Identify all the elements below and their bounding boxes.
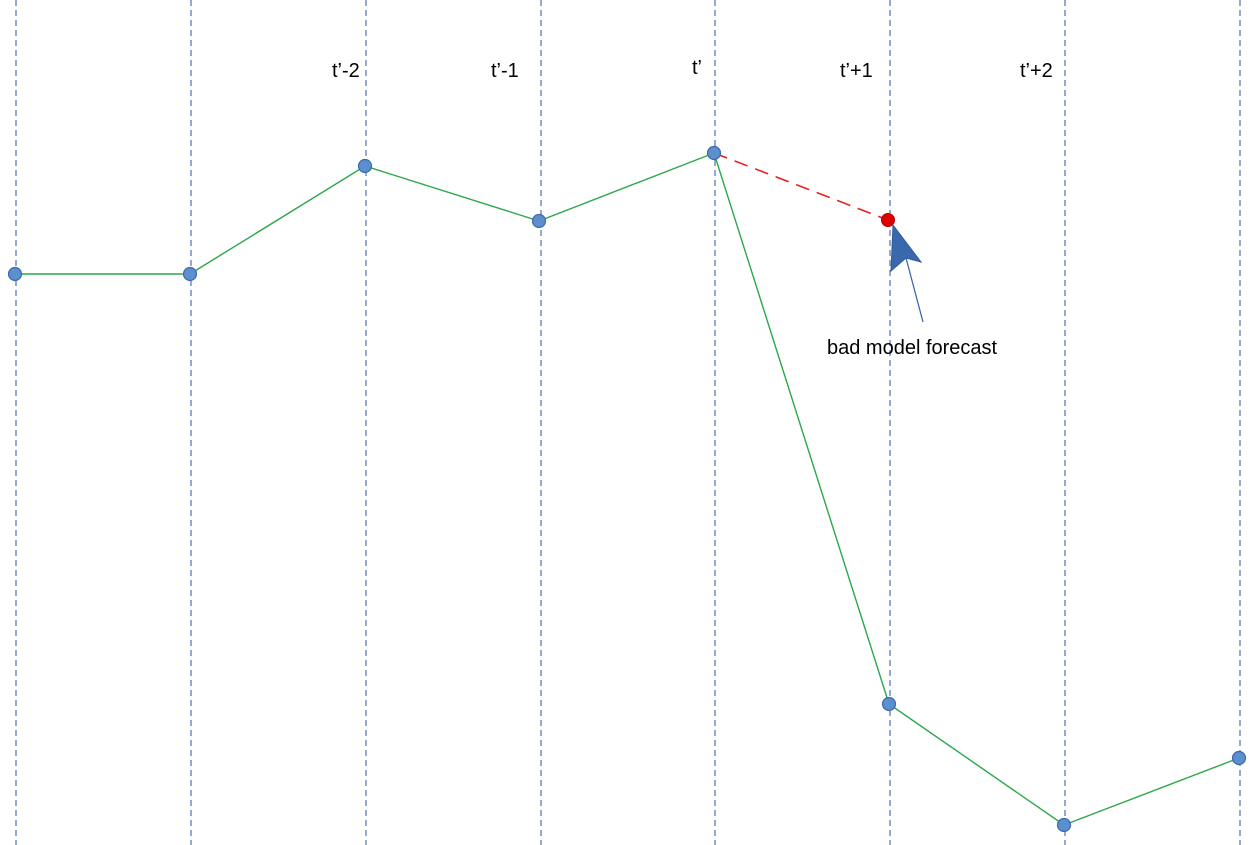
actual-point: [7, 266, 23, 282]
actual-point: [1231, 750, 1247, 766]
gridlines: [15, 0, 1241, 845]
time-label-t-plus-2: t’+2: [1020, 60, 1053, 82]
actual-point: [531, 213, 547, 229]
time-label-t-plus-1: t’+1: [840, 60, 873, 82]
actual-point: [706, 145, 722, 161]
actual-points: [7, 145, 1247, 833]
time-label-t: t’: [692, 57, 702, 79]
forecast-point: [881, 213, 895, 227]
actual-point: [182, 266, 198, 282]
actual-point: [1056, 817, 1072, 833]
actual-point: [357, 158, 373, 174]
time-label-t-minus-1: t’-1: [491, 60, 519, 82]
actual-point: [881, 696, 897, 712]
time-label-t-minus-2: t’-2: [332, 60, 360, 82]
forecast-line: [713, 152, 889, 221]
annotation-label: bad model forecast: [827, 337, 998, 359]
actual-series-line: [15, 152, 1240, 826]
arrow-shaft: [905, 257, 924, 323]
annotation-arrow-icon: [890, 223, 924, 323]
arrow-head: [890, 223, 923, 273]
time-labels: t’-2 t’-1 t’ t’+1 t’+2: [332, 57, 1053, 82]
